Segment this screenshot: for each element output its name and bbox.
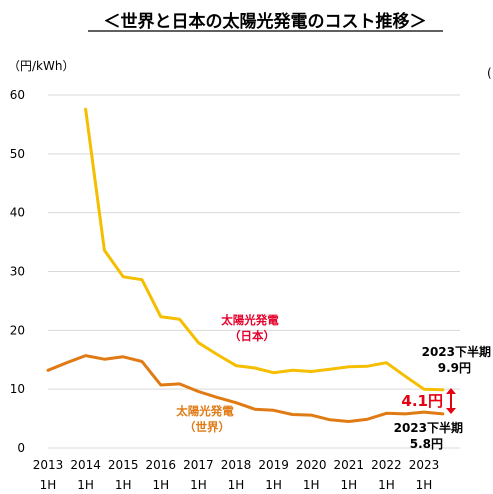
x-tick-sublabel: 1H: [40, 478, 57, 492]
x-tick-label: 2016: [146, 458, 177, 472]
x-tick-sublabel: 1H: [115, 478, 132, 492]
chart-title: ＜世界と日本の太陽光発電のコスト推移＞: [104, 11, 427, 32]
y-tick-label: 60: [10, 88, 25, 102]
series-lines: [46, 107, 445, 423]
series-line-world: [46, 354, 445, 423]
x-tick-label: 2017: [183, 458, 214, 472]
x-tick-label: 2019: [258, 458, 289, 472]
y-tick-label: 0: [17, 441, 25, 455]
series-label-japan: 太陽光発電 （日本）: [220, 313, 283, 343]
y-axis-ticks: 0 10 20 30 40 50 60: [10, 88, 25, 455]
annotation-japan-period: 2023下半期: [422, 344, 491, 359]
x-tick-label: 2022: [371, 458, 402, 472]
x-tick-sublabel: 1H: [378, 478, 395, 492]
x-tick-sublabel: 1H: [265, 478, 282, 492]
x-tick-sublabel: 1H: [152, 478, 169, 492]
annotation-world-period: 2023下半期: [394, 420, 463, 435]
annotation-gap-value: 4.1円: [401, 392, 443, 410]
x-tick-label: 2013: [33, 458, 64, 472]
x-tick-label: 2023: [409, 458, 440, 472]
series-line-japan: [84, 107, 445, 392]
x-tick-label: 2020: [296, 458, 327, 472]
x-tick-label: 2015: [108, 458, 139, 472]
unit-label: （円/kWh）: [8, 59, 74, 73]
y-tick-label: 20: [10, 323, 25, 337]
gap-double-arrow-icon: [446, 388, 456, 414]
annotation-japan-value: 9.9円: [438, 361, 471, 375]
y-tick-label: 40: [10, 206, 25, 220]
x-tick-label: 2018: [221, 458, 252, 472]
x-tick-sublabel: 1H: [190, 478, 207, 492]
y-tick-label: 10: [10, 382, 25, 396]
series-label-world: 太陽光発電 （世界）: [175, 404, 238, 434]
y-tick-label: 30: [10, 265, 25, 279]
x-tick-sublabel: 1H: [303, 478, 320, 492]
x-tick-sublabel: 1H: [77, 478, 94, 492]
y-tick-label: 50: [10, 147, 25, 161]
x-tick-sublabel: 1H: [416, 478, 433, 492]
gridlines: [48, 94, 460, 449]
x-tick-label: 2014: [70, 458, 101, 472]
x-axis-ticks: 2013 1H 2014 1H 2015 1H 2016 1H 2017 1H 2018 1H 2019…: [33, 458, 440, 492]
x-tick-label: 2021: [334, 458, 365, 472]
right-edge-fragment: (: [487, 66, 492, 80]
x-tick-sublabel: 1H: [228, 478, 245, 492]
annotation-world-value: 5.8円: [410, 437, 443, 451]
x-tick-sublabel: 1H: [340, 478, 357, 492]
